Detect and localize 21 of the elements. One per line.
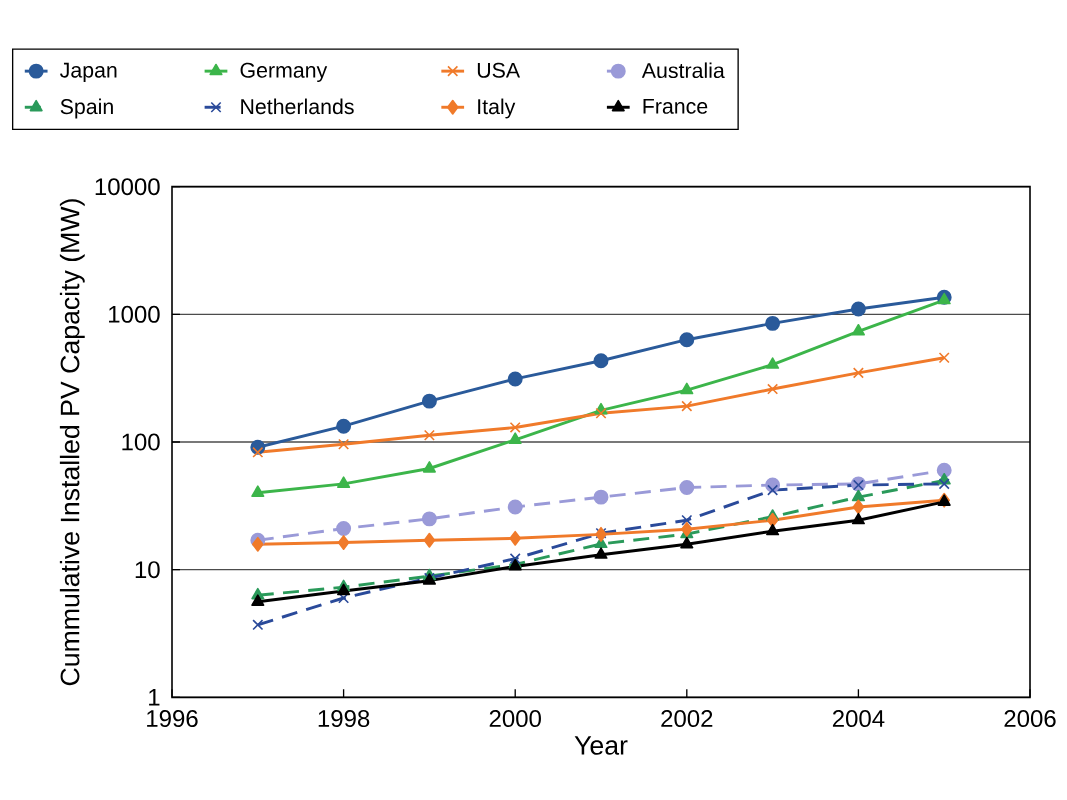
legend-label: France <box>643 98 708 114</box>
x-axis-title: Year <box>574 736 628 755</box>
legend-label: Netherlands <box>241 98 354 115</box>
y-tick-label: 10 <box>135 561 160 579</box>
x-tick-label: 1998 <box>318 710 370 728</box>
legend-label: USA <box>477 62 521 78</box>
y-tick-label: 1000 <box>109 305 160 323</box>
y-axis-title: Cummulative Installed PV Capacity (MW) <box>59 199 85 686</box>
legend-label: Japan <box>60 62 117 82</box>
legend-label: Italy <box>478 98 516 119</box>
x-tick-label: 2006 <box>1004 710 1056 728</box>
x-tick-label: 2002 <box>661 710 713 728</box>
y-tick-label: 1 <box>149 689 160 706</box>
legend-label: Australia <box>641 62 725 79</box>
y-tick-label: 100 <box>122 433 160 451</box>
legend-label: Spain <box>60 98 113 119</box>
y-tick-label: 10000 <box>95 178 160 196</box>
x-tick-label: 2004 <box>832 710 885 728</box>
legend-label: Germany <box>240 62 328 83</box>
x-tick-label: 1996 <box>147 710 198 728</box>
x-tick-label: 2000 <box>489 710 541 728</box>
